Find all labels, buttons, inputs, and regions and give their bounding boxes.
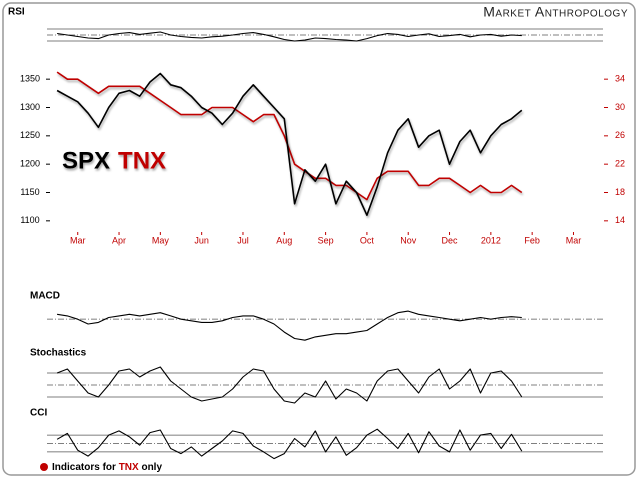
page-title: Market Anthropology (483, 4, 628, 20)
footnote-highlight: TNX (119, 462, 139, 473)
indicator-line (57, 31, 522, 42)
indicator-line (56, 366, 523, 404)
y2-tick-label: 34 (615, 74, 625, 84)
frame (2, 2, 636, 476)
y2-tick-label: 26 (615, 130, 625, 140)
indicator-line (56, 428, 523, 460)
x-tick-label: Sep (318, 235, 334, 245)
series-line (56, 72, 523, 216)
footnote-text: Indicators for TNX only (52, 462, 162, 473)
x-tick-label: Oct (360, 235, 375, 245)
x-tick-label: Dec (442, 235, 459, 245)
y2-tick-label: 30 (615, 102, 625, 112)
y-tick-label: 1350 (20, 74, 40, 84)
legend-label: TNX (118, 147, 166, 174)
x-tick-label: Feb (524, 235, 540, 245)
y-tick-label: 1200 (20, 159, 40, 169)
bullet (40, 463, 48, 471)
x-tick-label: Jul (237, 235, 249, 245)
footnote-lead: Indicators for (52, 462, 116, 473)
footnote: Indicators for TNX only (40, 462, 162, 473)
y-tick-label: 1150 (20, 187, 39, 197)
panel-title: Stochastics (30, 348, 87, 359)
x-tick-label: Nov (400, 235, 417, 245)
y-tick-label: 1250 (20, 130, 40, 140)
series-line (56, 71, 523, 201)
x-tick-label: Jun (194, 235, 209, 245)
y2-tick-label: 22 (615, 159, 625, 169)
indicator-line (57, 310, 522, 341)
panel-title: CCI (30, 408, 47, 419)
x-tick-label: Aug (276, 235, 292, 245)
footnote-suffix: only (141, 462, 162, 473)
x-tick-label: May (152, 235, 170, 245)
y2-tick-label: 18 (615, 187, 625, 197)
y-tick-label: 1100 (20, 215, 39, 225)
panel-title: MACD (30, 291, 60, 302)
x-tick-label: Mar (70, 235, 86, 245)
x-tick-label: Mar (566, 235, 582, 245)
y-tick-label: 1300 (20, 102, 40, 112)
x-tick-label: 2012 (481, 235, 501, 245)
panel-title: RSI (8, 7, 25, 18)
legend-label: SPX (62, 147, 110, 174)
y2-tick-label: 14 (615, 215, 625, 225)
x-tick-label: Apr (112, 235, 126, 245)
